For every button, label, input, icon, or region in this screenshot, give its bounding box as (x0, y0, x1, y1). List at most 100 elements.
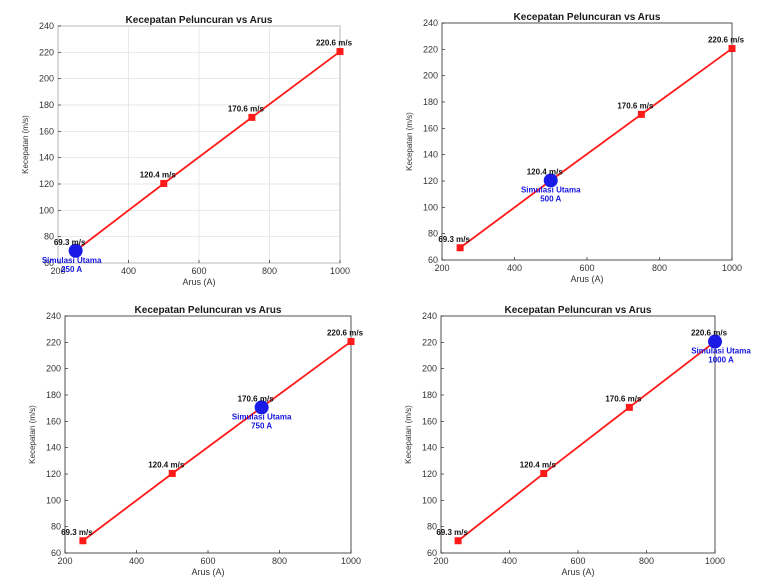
data-point-marker (456, 244, 464, 252)
chart-title: Kecepatan Peluncuran vs Arus (505, 305, 652, 316)
data-label: 170.6 m/s (617, 101, 654, 110)
y-tick-label: 80 (44, 232, 54, 242)
x-tick-label: 800 (639, 556, 654, 566)
y-tick-label: 180 (46, 390, 61, 400)
y-tick-label: 160 (422, 416, 437, 426)
data-point-marker (540, 469, 548, 477)
x-tick-label: 200 (50, 266, 65, 276)
y-tick-label: 240 (39, 21, 54, 31)
highlight-label: Simulasi Utama (521, 185, 581, 194)
x-axis-label: Arus (A) (191, 567, 224, 577)
data-label: 220.6 m/s (327, 329, 364, 338)
chart-title: Kecepatan Peluncuran vs Arus (135, 305, 282, 316)
data-point-marker (160, 179, 168, 187)
y-tick-label: 220 (46, 337, 61, 347)
highlight-label: Simulasi Utama (42, 256, 102, 265)
y-tick-label: 200 (422, 364, 437, 374)
highlight-label-current: 500 A (540, 194, 561, 203)
chart-panel-1000a: 200 400 600 800 1000 60 80 100 120 140 160 180 200 22… (393, 298, 763, 578)
x-tick-label: 600 (579, 263, 594, 273)
series-line (75, 50, 341, 252)
y-tick-label: 60 (44, 258, 54, 268)
x-tick-label: 800 (262, 266, 277, 276)
chart-svg: 200 400 600 800 1000 60 80 100 120 140 160 180 200 22… (28, 305, 364, 577)
data-point-marker (637, 110, 645, 118)
y-tick-label: 200 (423, 71, 438, 81)
y-tick-label: 220 (423, 44, 438, 54)
x-axis-label: Arus (A) (182, 277, 215, 287)
series-line (82, 340, 352, 542)
data-point-marker (347, 338, 355, 346)
x-tick-label: 1000 (330, 266, 350, 276)
x-tick-label: 1000 (722, 263, 742, 273)
chart-panel-250a: 200 400 600 800 1000 60 80 100 120 140 160 180 200 22… (0, 8, 375, 288)
chart-svg: 200 400 600 800 1000 60 80 100 120 140 160 180 200 22… (21, 15, 353, 287)
highlight-label-current: 750 A (251, 421, 272, 430)
y-tick-label: 60 (427, 548, 437, 558)
chart-svg: 200 400 600 800 1000 60 80 100 120 140 160 180 200 22… (404, 305, 751, 577)
chart-title: Kecepatan Peluncuran vs Arus (514, 12, 661, 23)
chart-title: Kecepatan Peluncuran vs Arus (126, 15, 273, 26)
x-tick-label: 1000 (341, 556, 361, 566)
y-tick-label: 80 (427, 522, 437, 532)
y-tick-label: 160 (46, 416, 61, 426)
y-tick-label: 100 (39, 205, 54, 215)
highlight-point (68, 243, 83, 258)
y-tick-label: 180 (39, 100, 54, 110)
data-label: 170.6 m/s (228, 104, 265, 113)
y-axis-label: Kecepatan (m/s) (404, 405, 413, 464)
highlight-point (708, 334, 722, 349)
x-tick-label: 800 (272, 556, 287, 566)
data-label: 170.6 m/s (238, 394, 275, 403)
y-tick-label: 160 (423, 123, 438, 133)
chart-panel-750a: 200 400 600 800 1000 60 80 100 120 140 160 180 200 22… (8, 298, 378, 578)
data-label: 120.4 m/s (527, 167, 564, 176)
chart-panel-500a: 200 400 600 800 1000 60 80 100 120 140 160 180 200 22… (383, 8, 763, 288)
data-point-marker (79, 537, 87, 545)
y-axis-label: Kecepatan (m/s) (21, 115, 30, 174)
highlight-label-current: 250 A (61, 265, 82, 274)
x-tick-label: 200 (434, 263, 449, 273)
y-tick-label: 140 (39, 153, 54, 163)
y-tick-label: 60 (428, 255, 438, 265)
y-tick-label: 140 (46, 443, 61, 453)
y-tick-label: 140 (422, 443, 437, 453)
x-axis-label: Arus (A) (570, 274, 603, 284)
highlight-point (254, 400, 269, 415)
y-tick-label: 180 (422, 390, 437, 400)
data-label: 69.3 m/s (438, 235, 470, 244)
chart-svg: 200 400 600 800 1000 60 80 100 120 140 160 180 200 22… (405, 12, 745, 284)
x-tick-label: 600 (200, 556, 215, 566)
plot-area (64, 315, 352, 554)
data-point-marker (728, 45, 736, 53)
data-label: 220.6 m/s (316, 39, 353, 48)
x-tick-label: 400 (502, 556, 517, 566)
y-tick-label: 220 (422, 337, 437, 347)
y-tick-label: 80 (51, 522, 61, 532)
data-label: 69.3 m/s (61, 528, 93, 537)
data-label: 69.3 m/s (54, 238, 86, 247)
highlight-point (543, 173, 558, 188)
x-tick-label: 400 (121, 266, 136, 276)
data-label: 170.6 m/s (605, 394, 642, 403)
y-tick-label: 220 (39, 47, 54, 57)
data-label: 120.4 m/s (520, 460, 557, 469)
x-tick-label: 800 (652, 263, 667, 273)
y-tick-label: 100 (423, 202, 438, 212)
y-tick-label: 240 (422, 311, 437, 321)
x-tick-label: 200 (57, 556, 72, 566)
x-tick-label: 600 (570, 556, 585, 566)
data-label: 120.4 m/s (140, 170, 177, 179)
y-tick-label: 140 (423, 150, 438, 160)
x-tick-label: 200 (433, 556, 448, 566)
y-tick-label: 160 (39, 126, 54, 136)
data-label: 69.3 m/s (436, 528, 468, 537)
y-tick-label: 240 (46, 311, 61, 321)
y-tick-label: 120 (46, 469, 61, 479)
data-label: 220.6 m/s (708, 36, 745, 45)
data-point-marker (168, 469, 176, 477)
y-tick-label: 120 (422, 469, 437, 479)
y-axis-label: Kecepatan (m/s) (405, 112, 414, 171)
plot-area (441, 22, 733, 261)
highlight-label: Simulasi Utama (691, 347, 751, 356)
